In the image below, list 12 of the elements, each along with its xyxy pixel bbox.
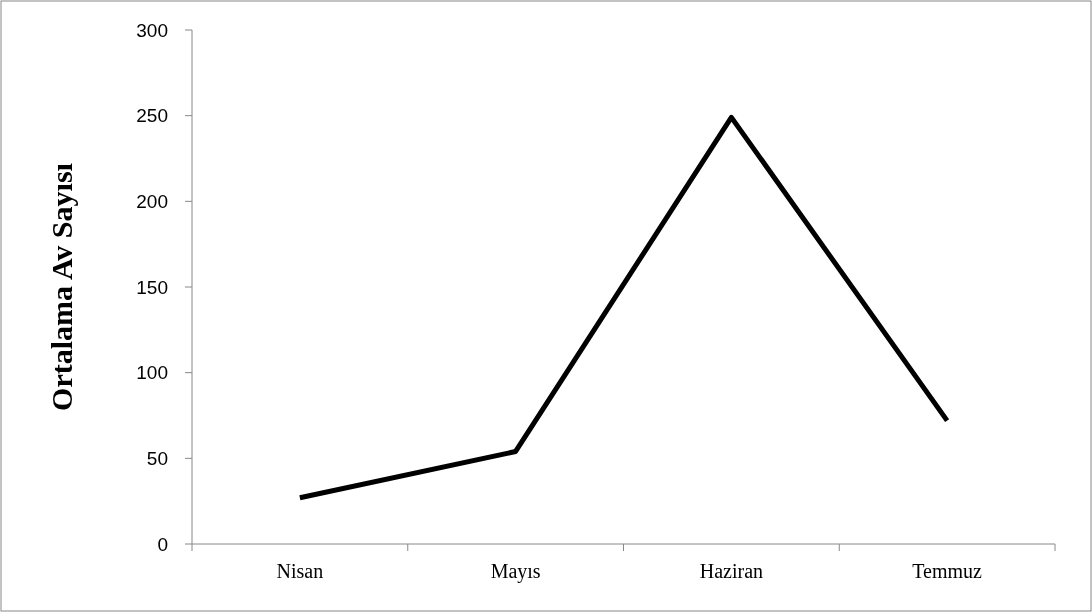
x-tick-label: Haziran: [699, 560, 764, 582]
y-tick-label: 150: [136, 276, 168, 298]
y-tick-label: 50: [146, 447, 168, 469]
y-tick-label: 200: [136, 190, 168, 212]
y-tick-label: 0: [157, 533, 168, 555]
x-tick-label: Mayıs: [490, 560, 541, 583]
y-tick-label: 300: [136, 19, 168, 41]
y-axis-title: Ortalama Av Sayısı: [45, 163, 78, 411]
x-tick-label: Nisan: [276, 560, 324, 582]
x-tick-label: Temmuz: [912, 560, 983, 582]
y-tick-label: 250: [136, 105, 168, 127]
y-tick-label: 100: [136, 362, 168, 384]
